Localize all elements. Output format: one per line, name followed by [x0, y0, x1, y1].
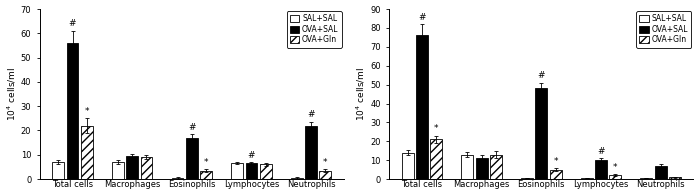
Bar [581, 178, 593, 179]
Bar [186, 138, 198, 179]
Text: *: * [613, 163, 617, 172]
Bar [595, 160, 607, 179]
Bar [171, 178, 183, 179]
Bar [461, 154, 473, 179]
Bar [549, 170, 561, 179]
Text: #: # [538, 71, 545, 80]
Bar [66, 43, 78, 179]
Bar [402, 153, 414, 179]
Bar [200, 171, 212, 179]
Legend: SAL+SAL, OVA+SAL, OVA+GIn: SAL+SAL, OVA+SAL, OVA+GIn [636, 11, 691, 48]
Y-axis label: 10$^4$ cells/ml: 10$^4$ cells/ml [6, 67, 18, 121]
Bar [245, 163, 257, 179]
Bar [81, 126, 93, 179]
Bar [521, 178, 533, 179]
Bar [416, 35, 428, 179]
Text: #: # [308, 110, 315, 119]
Y-axis label: 10$^4$ cells/ml: 10$^4$ cells/ml [355, 67, 368, 121]
Bar [640, 178, 652, 179]
Bar [52, 162, 64, 179]
Text: *: * [204, 158, 208, 167]
Text: #: # [597, 147, 605, 156]
Bar [260, 165, 272, 179]
Text: #: # [69, 19, 76, 28]
Text: #: # [247, 151, 255, 160]
Bar [127, 156, 138, 179]
Bar [669, 177, 681, 179]
Bar [610, 175, 621, 179]
Bar [655, 166, 667, 179]
Bar [490, 154, 502, 179]
Bar [319, 171, 331, 179]
Bar [535, 88, 547, 179]
Bar [291, 178, 303, 179]
Text: *: * [554, 157, 558, 166]
Text: #: # [188, 123, 196, 132]
Legend: SAL+SAL, OVA+SAL, OVA+GIn: SAL+SAL, OVA+SAL, OVA+GIn [287, 11, 342, 48]
Text: *: * [85, 107, 89, 116]
Text: #: # [418, 13, 426, 22]
Bar [305, 126, 317, 179]
Bar [112, 162, 124, 179]
Bar [476, 158, 488, 179]
Bar [431, 139, 442, 179]
Bar [140, 157, 152, 179]
Bar [231, 163, 243, 179]
Text: *: * [434, 124, 438, 133]
Text: *: * [323, 158, 328, 167]
